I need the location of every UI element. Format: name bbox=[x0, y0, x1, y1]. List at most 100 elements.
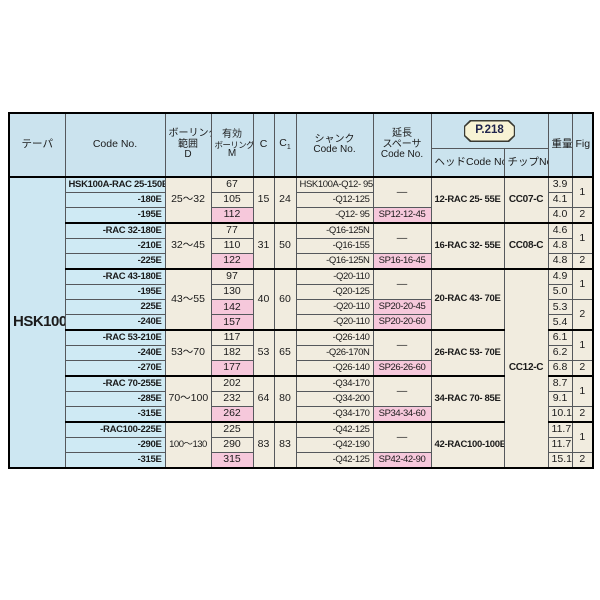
fig-cell: 1 bbox=[571, 328, 594, 362]
head-code-cell: 20-RAC 43- 70E bbox=[430, 267, 505, 331]
shank-code-cell: -Q26-170N bbox=[295, 344, 374, 362]
shank-line1: シャンク bbox=[314, 133, 355, 145]
page-ref-badge-wrap: P.218 bbox=[435, 116, 545, 146]
code-no-cell: HSK100A-RAC 25-150E bbox=[64, 176, 166, 193]
weight-cell: 4.1 bbox=[547, 191, 573, 209]
head-code-cell: 34-RAC 70- 85E bbox=[430, 374, 505, 423]
code-no-cell: -210E bbox=[64, 237, 166, 254]
boring-m-cell: 182 bbox=[210, 344, 254, 362]
boring-m-cell: 122 bbox=[210, 252, 254, 270]
col-header-shank: シャンク Code No. bbox=[295, 112, 374, 178]
boring-range-line3: D bbox=[184, 149, 192, 161]
weight-cell: 9.1 bbox=[547, 390, 573, 407]
code-no-cell: -315E bbox=[64, 451, 166, 469]
boring-m-cell: 177 bbox=[210, 360, 254, 377]
boring-m-cell: 130 bbox=[210, 283, 254, 300]
spacer-code-cell: SP34-34-60 bbox=[372, 405, 432, 423]
shank-code-cell: -Q20-110 bbox=[295, 267, 374, 285]
shank-code-cell: -Q16-125N bbox=[295, 252, 374, 270]
code-no-cell: -RAC 32-180E bbox=[64, 221, 166, 239]
weight-cell: 6.1 bbox=[547, 328, 573, 346]
boring-m-cell: 105 bbox=[210, 191, 254, 209]
shank-code-cell: -Q20-110 bbox=[295, 298, 374, 316]
code-no-cell: -180E bbox=[64, 191, 166, 209]
col-header-c1: C1 bbox=[273, 112, 297, 178]
c1-cell: 83 bbox=[273, 420, 297, 469]
taper-cell: HSK100A bbox=[8, 176, 66, 469]
shank-code-cell: -Q42-190 bbox=[295, 436, 374, 453]
d-range-cell: 43〜55 bbox=[164, 267, 212, 331]
c1-cell: 80 bbox=[273, 374, 297, 423]
boring-m-cell: 117 bbox=[210, 328, 254, 346]
col-header-weight: 重量 bbox=[547, 112, 573, 178]
code-no-cell: -RAC100-225E bbox=[64, 420, 166, 438]
boring-m-cell: 142 bbox=[210, 298, 254, 316]
d-range-cell: 53〜70 bbox=[164, 328, 212, 377]
boring-m-cell: 110 bbox=[210, 237, 254, 254]
spacer-code-cell: SP12-12-45 bbox=[372, 207, 432, 224]
fig-cell: 2 bbox=[571, 451, 594, 469]
fig-cell: 1 bbox=[571, 374, 594, 407]
c-cell: 83 bbox=[252, 420, 275, 469]
fig-cell: 2 bbox=[571, 298, 594, 331]
boring-m-cell: 232 bbox=[210, 390, 254, 407]
code-no-cell: -RAC 53-210E bbox=[64, 328, 166, 346]
c1-cell: 24 bbox=[273, 176, 297, 224]
spacer-code-cell: SP20-20-45 bbox=[372, 298, 432, 316]
weight-cell: 4.9 bbox=[547, 267, 573, 285]
head-code-cell: 16-RAC 32- 55E bbox=[430, 221, 505, 270]
c1-sub: 1 bbox=[286, 144, 291, 152]
weight-cell: 5.4 bbox=[547, 314, 573, 331]
d-range-cell: 70〜100 bbox=[164, 374, 212, 423]
shank-code-cell: -Q16-155 bbox=[295, 237, 374, 254]
tool-spec-table: テーパ Code No. ボーリング 範囲 D 有効 ボーリング長 M C C1… bbox=[8, 112, 595, 469]
boring-m-cell: 290 bbox=[210, 436, 254, 453]
boring-range-line2: 範囲 bbox=[178, 138, 198, 150]
shank-code-cell: -Q34-200 bbox=[295, 390, 374, 407]
weight-cell: 4.6 bbox=[547, 221, 573, 239]
code-no-cell: -RAC 70-255E bbox=[64, 374, 166, 392]
c-cell: 64 bbox=[252, 374, 275, 423]
weight-cell: 6.2 bbox=[547, 344, 573, 362]
shank-code-cell: HSK100A-Q12- 95 bbox=[295, 176, 374, 193]
col-header-code-no: Code No. bbox=[64, 112, 166, 178]
boring-m-cell: 112 bbox=[210, 207, 254, 224]
shank-code-cell: -Q20-125 bbox=[295, 283, 374, 300]
page-ref-header: P.218 bbox=[430, 112, 549, 149]
fig-cell: 2 bbox=[571, 360, 594, 377]
code-no-cell: -240E bbox=[64, 344, 166, 362]
shank-code-cell: -Q12-125 bbox=[295, 191, 374, 209]
c1-main: C bbox=[279, 137, 287, 150]
fig-cell: 1 bbox=[571, 221, 594, 254]
d-range-cell: 32〜45 bbox=[164, 221, 212, 270]
spacer-dash-cell: — bbox=[372, 328, 432, 362]
col-header-c: C bbox=[252, 112, 275, 178]
shank-code-cell: -Q42-125 bbox=[295, 451, 374, 469]
c1-cell: 65 bbox=[273, 328, 297, 377]
shank-code-cell: -Q26-140 bbox=[295, 328, 374, 346]
fig-cell: 1 bbox=[571, 420, 594, 453]
spacer-dash-cell: — bbox=[372, 420, 432, 453]
col-header-eff-boring: 有効 ボーリング長 M bbox=[210, 112, 254, 178]
col-header-taper: テーパ bbox=[8, 112, 66, 178]
code-no-cell: -315E bbox=[64, 405, 166, 423]
weight-cell: 10.1 bbox=[547, 405, 573, 423]
code-no-cell: -195E bbox=[64, 283, 166, 300]
fig-cell: 1 bbox=[571, 267, 594, 300]
weight-cell: 8.7 bbox=[547, 374, 573, 392]
boring-m-cell: 202 bbox=[210, 374, 254, 392]
page-ref-badge: P.218 bbox=[463, 119, 516, 143]
weight-cell: 11.7 bbox=[547, 436, 573, 453]
boring-m-cell: 97 bbox=[210, 267, 254, 285]
boring-m-cell: 315 bbox=[210, 451, 254, 469]
shank-code-cell: -Q34-170 bbox=[295, 374, 374, 392]
spacer-dash-cell: — bbox=[372, 374, 432, 407]
spacer-line3: Code No. bbox=[380, 149, 424, 161]
code-no-cell: 225E bbox=[64, 298, 166, 316]
eff-boring-line2: ボーリング長 bbox=[214, 139, 253, 150]
col-header-chip-no: チップNo. bbox=[503, 148, 549, 178]
col-header-boring-range: ボーリング 範囲 D bbox=[164, 112, 212, 178]
boring-m-cell: 157 bbox=[210, 314, 254, 331]
weight-cell: 4.8 bbox=[547, 252, 573, 270]
fig-cell: 2 bbox=[571, 207, 594, 224]
